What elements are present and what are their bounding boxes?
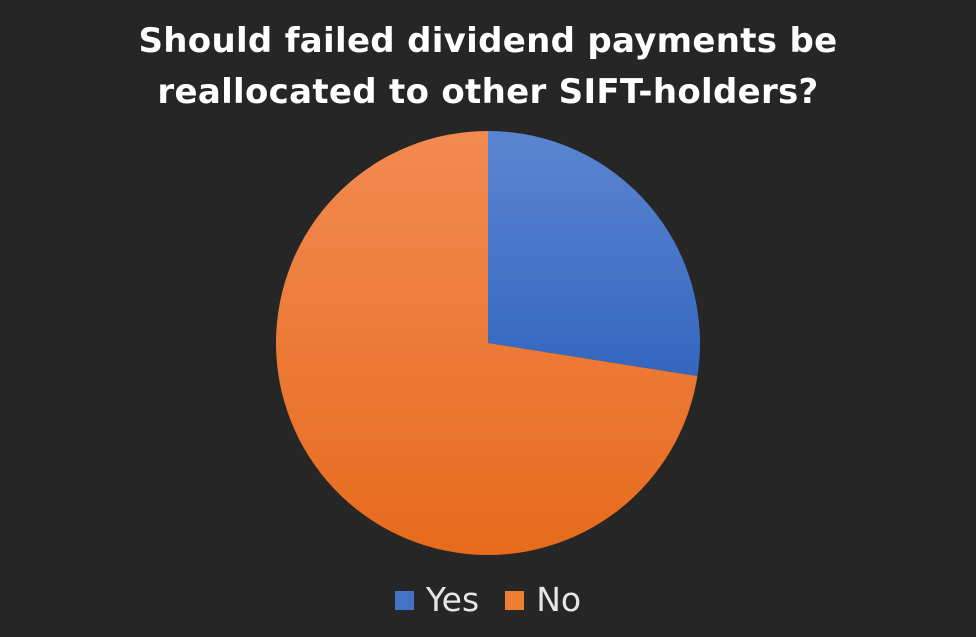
legend-item-no: No	[505, 578, 581, 622]
pie-slice-no	[275, 131, 698, 556]
chart-title-line-1: Should failed dividend payments be	[138, 21, 838, 61]
chart-title: Should failed dividend payments be reall…	[0, 16, 976, 118]
legend-swatch-no	[505, 590, 525, 610]
legend-label-yes: Yes	[425, 580, 480, 619]
legend-label-no: No	[536, 580, 582, 619]
legend-item-yes: Yes	[394, 578, 480, 622]
pie-slices	[275, 131, 700, 556]
chart-title-line-2: reallocated to other SIFT-holders?	[157, 72, 819, 112]
chart-legend: Yes No	[0, 578, 976, 622]
pie-slice-yes	[488, 131, 700, 377]
legend-swatch-yes	[394, 590, 414, 610]
